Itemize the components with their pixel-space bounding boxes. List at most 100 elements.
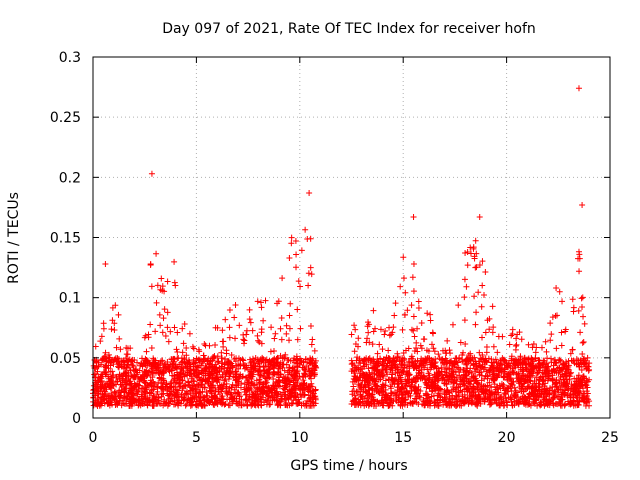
- data-point: [250, 371, 257, 378]
- data-point: [257, 401, 264, 408]
- data-point: [119, 373, 126, 380]
- data-point: [367, 375, 374, 382]
- data-point: [415, 304, 422, 311]
- data-point: [274, 359, 281, 366]
- data-point: [462, 367, 469, 374]
- data-point: [351, 378, 358, 385]
- data-point: [233, 376, 240, 383]
- data-point: [552, 381, 559, 388]
- data-point: [413, 378, 420, 385]
- data-point: [472, 392, 479, 399]
- data-point: [268, 386, 275, 393]
- data-point: [146, 397, 153, 404]
- data-point: [479, 258, 486, 265]
- data-point: [278, 314, 285, 321]
- data-point: [141, 388, 148, 395]
- data-point: [453, 378, 460, 385]
- data-point: [91, 364, 98, 371]
- data-point: [459, 358, 466, 365]
- data-point: [559, 391, 566, 398]
- data-point: [172, 282, 179, 289]
- data-point: [569, 388, 576, 395]
- data-point: [402, 391, 409, 398]
- data-point: [165, 338, 172, 345]
- data-point: [497, 360, 504, 367]
- data-point: [392, 360, 399, 367]
- data-point: [348, 361, 355, 368]
- data-point: [207, 358, 214, 365]
- data-point: [552, 359, 559, 366]
- data-point: [155, 397, 162, 404]
- data-point: [307, 264, 314, 271]
- data-point: [226, 324, 233, 331]
- data-point: [584, 354, 591, 361]
- data-point: [106, 378, 113, 385]
- data-point: [160, 370, 167, 377]
- data-point: [282, 384, 289, 391]
- data-point: [483, 368, 490, 375]
- data-point: [351, 348, 358, 355]
- data-point: [153, 383, 160, 390]
- data-point: [415, 298, 422, 305]
- data-point: [112, 355, 119, 362]
- data-point: [490, 324, 497, 331]
- data-point: [251, 398, 258, 405]
- data-point: [122, 369, 129, 376]
- data-point: [461, 276, 468, 283]
- data-point: [160, 315, 167, 322]
- data-point: [275, 355, 282, 362]
- data-point: [310, 402, 317, 409]
- data-point: [275, 362, 282, 369]
- data-point: [465, 385, 472, 392]
- data-point: [267, 348, 274, 355]
- data-point: [164, 309, 171, 316]
- data-point: [410, 288, 417, 295]
- data-point: [232, 369, 239, 376]
- data-point: [298, 247, 305, 254]
- data-point: [444, 386, 451, 393]
- data-point: [293, 251, 300, 258]
- data-point: [580, 385, 587, 392]
- data-point: [567, 350, 574, 357]
- data-point: [204, 392, 211, 399]
- data-point: [171, 391, 178, 398]
- data-point: [388, 397, 395, 404]
- data-point: [575, 307, 582, 314]
- data-point: [394, 366, 401, 373]
- data-point: [292, 385, 299, 392]
- data-point: [381, 331, 388, 338]
- data-point: [582, 381, 589, 388]
- data-point: [229, 400, 236, 407]
- data-point: [285, 369, 292, 376]
- data-point: [561, 402, 568, 409]
- data-point: [143, 348, 150, 355]
- data-point: [174, 329, 181, 336]
- data-point: [576, 363, 583, 370]
- data-point: [262, 297, 269, 304]
- data-point: [220, 381, 227, 388]
- data-point: [291, 372, 298, 379]
- data-point: [413, 344, 420, 351]
- data-point: [467, 356, 474, 363]
- data-point: [533, 393, 540, 400]
- data-point: [306, 189, 313, 196]
- data-point: [415, 400, 422, 407]
- data-point: [515, 357, 522, 364]
- data-point: [428, 341, 435, 348]
- data-point: [286, 255, 293, 262]
- data-point: [212, 400, 219, 407]
- data-point: [542, 338, 549, 345]
- data-point: [142, 355, 149, 362]
- data-point: [394, 354, 401, 361]
- data-point: [506, 362, 513, 369]
- data-point: [265, 393, 272, 400]
- data-point: [130, 397, 137, 404]
- data-point: [232, 390, 239, 397]
- data-point: [179, 349, 186, 356]
- data-point: [505, 394, 512, 401]
- data-point: [572, 383, 579, 390]
- data-point: [305, 383, 312, 390]
- data-point: [525, 383, 532, 390]
- data-point: [305, 282, 312, 289]
- data-point: [127, 345, 134, 352]
